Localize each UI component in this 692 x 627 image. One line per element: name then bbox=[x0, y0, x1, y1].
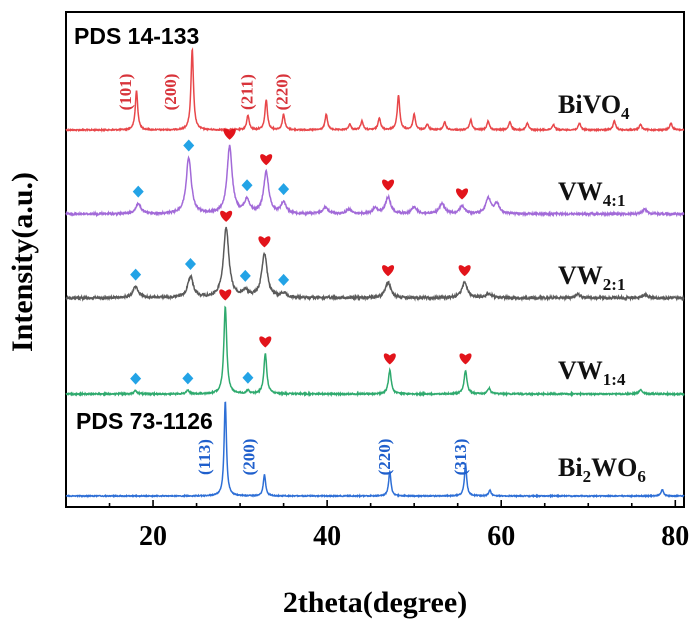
series-label-name: VW bbox=[558, 261, 603, 290]
series-label-sub: 2:1 bbox=[603, 275, 626, 294]
heart-marker-vw14-7 bbox=[459, 353, 472, 365]
series-label-vw41: VW4:1 bbox=[558, 177, 625, 210]
hkl-label-bivo4-2: (211) bbox=[238, 74, 257, 110]
diamond-marker-vw41-6 bbox=[278, 183, 290, 196]
diamond-marker-vw21-2 bbox=[184, 257, 196, 270]
diamond-marker-vw41-1 bbox=[132, 185, 144, 198]
series-label-name: VW bbox=[558, 356, 603, 385]
series-label-sub: 4:1 bbox=[603, 191, 626, 210]
trace-vw41 bbox=[65, 144, 685, 218]
diamond-marker-vw21-6 bbox=[278, 273, 290, 286]
heart-marker-vw14-3 bbox=[219, 289, 232, 301]
trace-vw14 bbox=[65, 305, 685, 398]
heart-marker-vw21-7 bbox=[382, 265, 395, 277]
heart-marker-vw41-8 bbox=[456, 188, 469, 200]
hkl-label-bi2wo6-6: (220) bbox=[375, 439, 394, 476]
trace-bivo4 bbox=[65, 46, 685, 133]
heart-marker-vw21-5 bbox=[258, 236, 271, 248]
hkl-labels: (101) (200) (211) (220) (113) (200) (220) (313) bbox=[116, 74, 470, 476]
hkl-label-bivo4-0: (101) bbox=[116, 74, 135, 111]
x-axis: 20 40 60 80 bbox=[65, 500, 689, 552]
heart-marker-vw41-5 bbox=[260, 154, 273, 166]
pds-label-bi2wo6: PDS 73-1126 bbox=[76, 408, 213, 434]
heart-marker-vw14-5 bbox=[259, 336, 272, 348]
hkl-label-bi2wo6-4: (113) bbox=[195, 439, 214, 475]
series-label-part: 2 bbox=[583, 467, 592, 486]
x-tick-label: 20 bbox=[139, 521, 167, 552]
diamond-marker-vw41-2 bbox=[183, 139, 195, 152]
diamond-marker-vw21-4 bbox=[239, 269, 251, 282]
heart-marker-vw41-3 bbox=[223, 128, 236, 140]
heart-marker-vw21-3 bbox=[220, 210, 233, 222]
y-axis-title: Intensity(a.u.) bbox=[6, 172, 39, 352]
x-tick-label: 60 bbox=[487, 521, 515, 552]
diamond-marker-vw14-1 bbox=[130, 372, 142, 385]
series-label-sub: 1:4 bbox=[603, 370, 626, 389]
diamond-marker-vw21-1 bbox=[130, 268, 142, 281]
series-label-vw14: VW1:4 bbox=[558, 356, 626, 389]
series-label-bivo4: BiVO4 bbox=[558, 90, 630, 123]
x-axis-title: 2theta(degree) bbox=[283, 586, 467, 619]
trace-vw21 bbox=[65, 226, 685, 302]
diamond-marker-vw14-4 bbox=[242, 371, 254, 384]
heart-marker-vw21-8 bbox=[458, 265, 471, 277]
plot-frame bbox=[65, 11, 685, 508]
series-label-name: BiVO bbox=[558, 90, 621, 119]
peak-markers bbox=[130, 128, 472, 385]
hkl-label-bi2wo6-7: (313) bbox=[451, 439, 470, 476]
heart-marker-vw14-6 bbox=[383, 353, 396, 365]
series-label-name: VW bbox=[558, 177, 603, 206]
series-label-part: 6 bbox=[637, 467, 646, 486]
trace-bi2wo6 bbox=[65, 401, 685, 499]
series-label-bi2wo6: Bi2WO6 bbox=[558, 453, 646, 486]
diamond-marker-vw41-4 bbox=[241, 179, 253, 192]
series-traces bbox=[65, 46, 685, 499]
heart-marker-vw41-7 bbox=[382, 179, 395, 191]
series-label-vw21: VW2:1 bbox=[558, 261, 625, 294]
diamond-marker-vw14-2 bbox=[182, 372, 194, 385]
series-label-part: Bi bbox=[558, 453, 583, 482]
pds-label-bivo4: PDS 14-133 bbox=[74, 23, 199, 49]
x-tick-label: 40 bbox=[313, 521, 341, 552]
x-tick-label: 80 bbox=[661, 521, 689, 552]
hkl-label-bi2wo6-5: (200) bbox=[239, 439, 258, 476]
series-label-part: WO bbox=[591, 453, 637, 482]
hkl-label-bivo4-1: (200) bbox=[161, 74, 180, 111]
series-label-sub: 4 bbox=[621, 104, 630, 123]
hkl-label-bivo4-3: (220) bbox=[273, 74, 292, 111]
